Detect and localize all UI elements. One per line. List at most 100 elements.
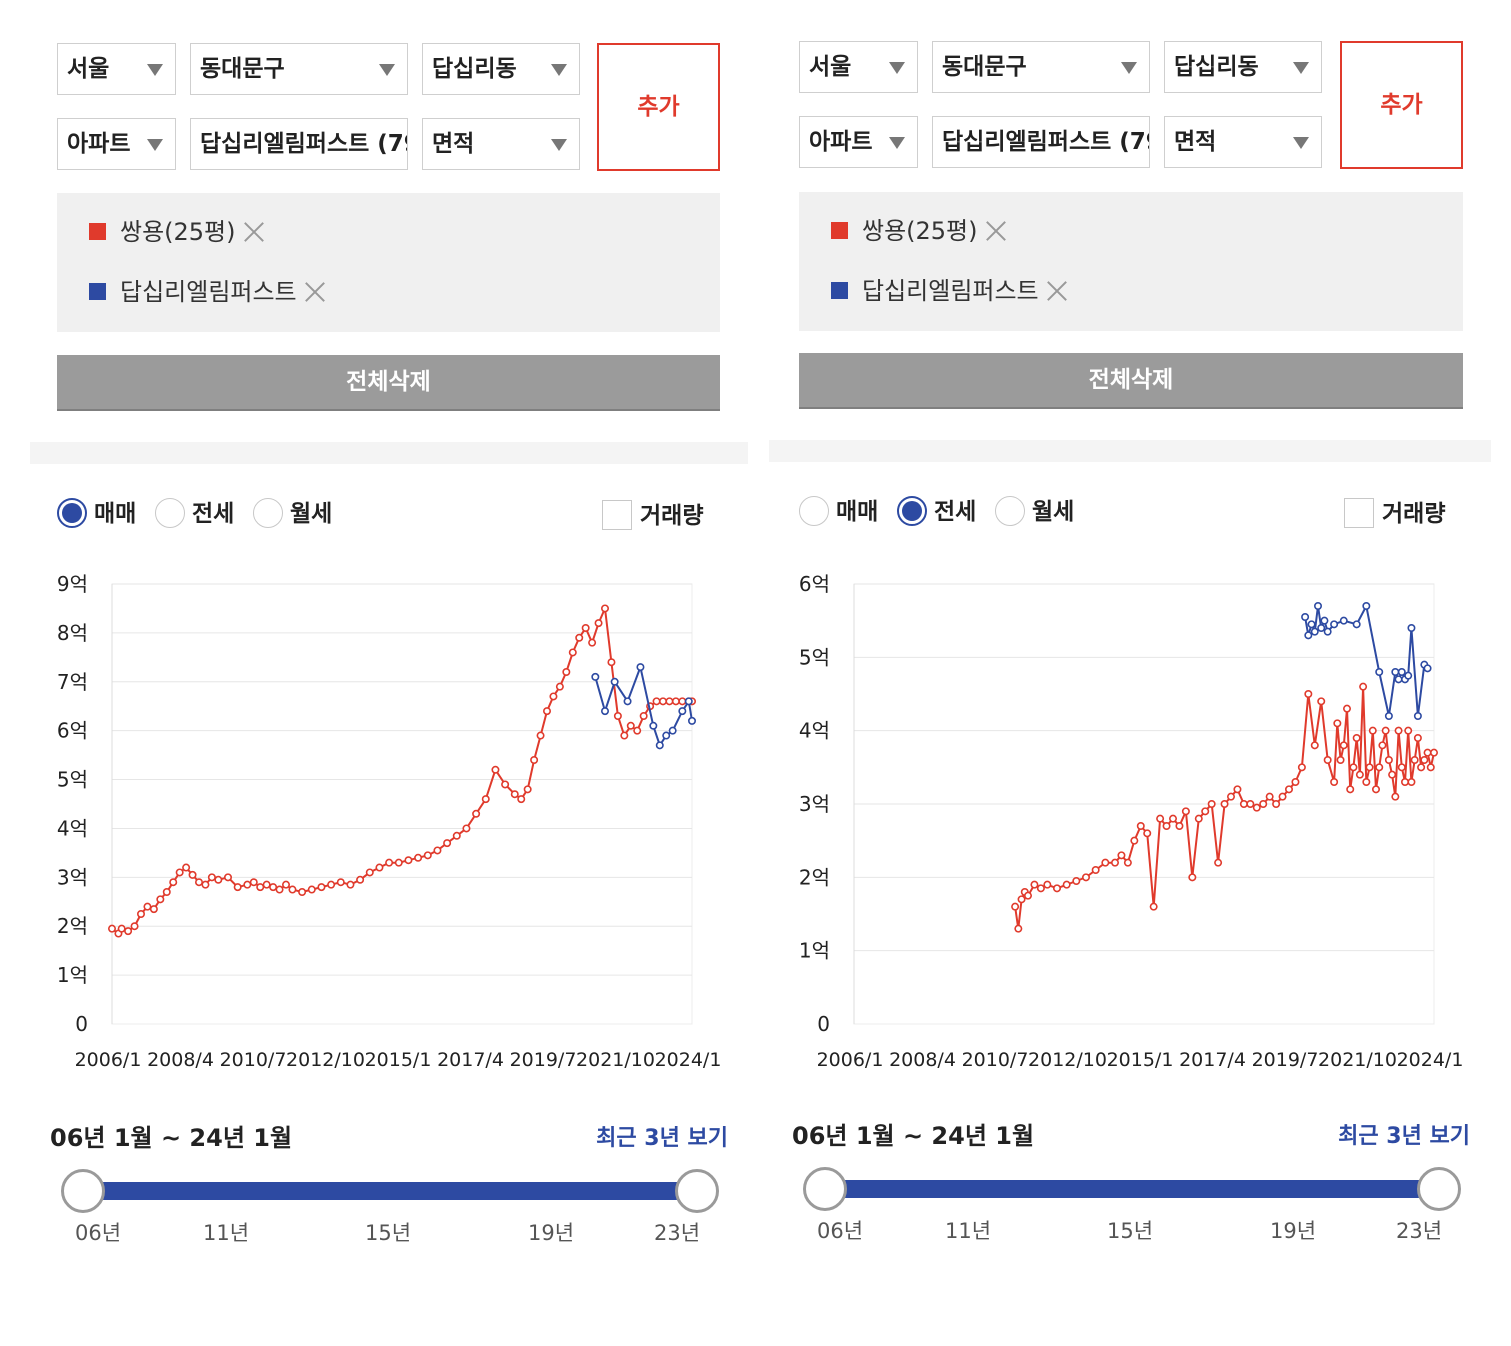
data-point: [1384, 756, 1393, 765]
checkbox-box: [602, 499, 632, 530]
area-select[interactable]: 면적: [422, 118, 580, 170]
data-point: [658, 697, 667, 706]
data-point: [1181, 807, 1190, 816]
data-point: [462, 824, 471, 833]
data-point: [1333, 719, 1342, 728]
radio-monthly[interactable]: 월세: [995, 495, 1074, 528]
data-point: [224, 873, 233, 882]
data-point: [336, 878, 345, 887]
radio-circle: [897, 495, 927, 526]
data-point: [1304, 631, 1313, 640]
x-tick-label: 2015/1: [1107, 1049, 1174, 1071]
data-point: [207, 873, 216, 882]
data-point: [594, 619, 603, 628]
slider-year-label: 15년: [364, 1221, 412, 1245]
legend-swatch-blue: [831, 281, 848, 299]
city-select[interactable]: 서울: [57, 43, 176, 95]
slider-year-label: 19년: [1269, 1219, 1317, 1243]
data-point: [275, 885, 284, 894]
data-point: [562, 668, 571, 677]
volume-checkbox[interactable]: 거래량: [1344, 497, 1445, 530]
data-point: [156, 895, 165, 904]
close-icon[interactable]: [242, 219, 266, 243]
range-slider-track[interactable]: [826, 1180, 1440, 1198]
complex-select[interactable]: 답십리엘림퍼스트 (79: [932, 116, 1150, 168]
chevron-down-icon: [889, 62, 905, 74]
data-point: [256, 883, 265, 892]
legend-swatch-blue: [89, 282, 106, 300]
range-slider-start-handle[interactable]: [803, 1167, 847, 1211]
data-point: [385, 858, 394, 867]
data-point: [1378, 741, 1387, 750]
data-point: [501, 780, 510, 789]
property-type-select[interactable]: 아파트: [799, 116, 918, 168]
data-point: [1310, 741, 1319, 750]
data-point: [1320, 616, 1329, 625]
data-point: [1265, 792, 1274, 801]
radio-label: 매매: [836, 499, 879, 525]
data-point: [317, 883, 326, 892]
range-slider-end-handle[interactable]: [1417, 1167, 1461, 1211]
data-point: [1352, 620, 1361, 629]
selected-item-ssangyong: 쌍용(25평): [89, 217, 266, 247]
data-point: [1284, 785, 1293, 794]
data-point: [1330, 778, 1339, 787]
range-slider-end-handle[interactable]: [675, 1169, 719, 1213]
add-button[interactable]: 추가: [597, 43, 720, 171]
data-point: [1101, 858, 1110, 867]
volume-checkbox[interactable]: 거래량: [602, 499, 703, 532]
data-point: [1317, 697, 1326, 706]
radio-label: 매매: [94, 501, 137, 527]
add-button[interactable]: 추가: [1340, 41, 1463, 169]
data-point: [249, 878, 258, 887]
data-point: [1062, 880, 1071, 889]
dong-select[interactable]: 답십리동: [1164, 41, 1322, 93]
data-point: [1239, 800, 1248, 809]
checkbox-box: [1344, 497, 1374, 528]
radio-jeonse[interactable]: 전세: [897, 495, 976, 528]
area-select[interactable]: 면적: [1164, 116, 1322, 168]
chevron-down-icon: [379, 64, 395, 76]
slider-year-label: 23년: [653, 1221, 701, 1245]
clear-all-button[interactable]: 전체삭제: [799, 353, 1463, 409]
city-select[interactable]: 서울: [799, 41, 918, 93]
x-tick-label: 2010/7: [962, 1049, 1029, 1071]
slider-year-label: 19년: [527, 1221, 575, 1245]
close-icon[interactable]: [303, 279, 327, 303]
range-slider-track[interactable]: [84, 1182, 698, 1200]
data-point: [195, 878, 204, 887]
district-select[interactable]: 동대문구: [932, 41, 1150, 93]
data-point: [243, 880, 252, 889]
property-type-select[interactable]: 아파트: [57, 118, 176, 170]
clear-all-button[interactable]: 전체삭제: [57, 355, 720, 411]
district-select-value: 동대문구: [200, 56, 285, 82]
radio-jeonse[interactable]: 전세: [155, 497, 234, 530]
close-icon[interactable]: [984, 218, 1008, 242]
recent-3-years-link[interactable]: 최근 3년 보기: [1338, 1124, 1470, 1149]
data-point: [1220, 800, 1229, 809]
data-point: [288, 885, 297, 894]
data-point: [581, 624, 590, 633]
recent-3-years-link[interactable]: 최근 3년 보기: [596, 1126, 728, 1151]
district-select[interactable]: 동대문구: [190, 43, 408, 95]
complex-select[interactable]: 답십리엘림퍼스트 (79: [190, 118, 408, 170]
selected-list: 쌍용(25평) 답십리엘림퍼스트: [57, 193, 720, 332]
radio-monthly[interactable]: 월세: [253, 497, 332, 530]
data-point: [1330, 620, 1339, 629]
data-point: [124, 927, 133, 936]
data-point: [491, 765, 500, 774]
data-point: [536, 731, 545, 740]
range-slider-start-handle[interactable]: [61, 1169, 105, 1213]
data-point: [175, 868, 184, 877]
data-point: [1304, 690, 1313, 699]
radio-sale[interactable]: 매매: [799, 495, 879, 528]
data-point: [443, 839, 452, 848]
data-point: [1410, 756, 1419, 765]
close-icon[interactable]: [1045, 278, 1069, 302]
radio-sale[interactable]: 매매: [57, 497, 137, 530]
district-select-value: 동대문구: [942, 54, 1027, 80]
data-point: [1420, 756, 1429, 765]
city-select-value: 서울: [809, 54, 852, 80]
x-tick-label: 2019/7: [1252, 1049, 1319, 1071]
dong-select[interactable]: 답십리동: [422, 43, 580, 95]
